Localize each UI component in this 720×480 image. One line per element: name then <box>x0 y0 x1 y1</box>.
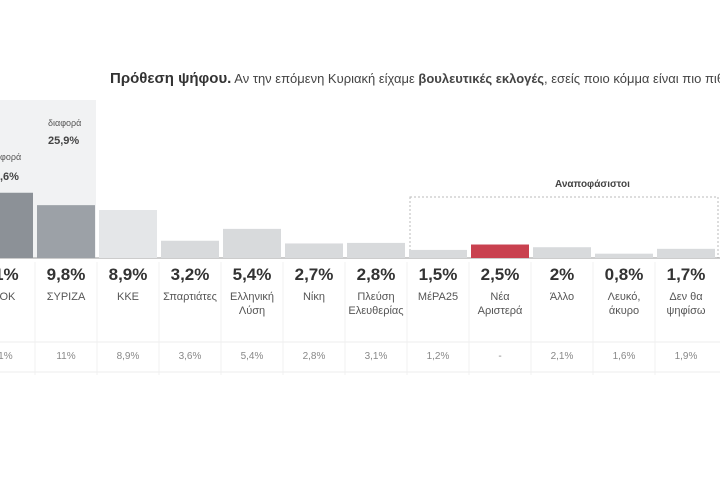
value-label: 2,5% <box>480 265 520 284</box>
value-label: 2,8% <box>356 265 396 284</box>
previous-value: - <box>498 351 502 362</box>
undecided-box <box>409 196 719 259</box>
previous-value: 3,6% <box>178 351 202 362</box>
category-label: ΣΥΡΙΖΑ <box>46 291 86 303</box>
value-label: 2,7% <box>294 265 334 284</box>
previous-value: 1,6% <box>612 351 636 362</box>
previous-value: 5,4% <box>240 351 264 362</box>
value-label: 0,8% <box>604 265 644 284</box>
previous-value: 1,2% <box>426 351 450 362</box>
category-label: Ελληνική Λύση <box>229 291 275 317</box>
bar <box>285 243 343 258</box>
category-label: Λευκό, άκυρο <box>607 291 641 317</box>
bar <box>533 247 591 258</box>
value-label: 3,2% <box>170 265 210 284</box>
bar <box>657 248 715 258</box>
value-label: 8,9% <box>108 265 148 284</box>
previous-value: 11% <box>56 351 76 362</box>
category-label: Νίκη <box>302 291 325 303</box>
value-label: ,1% <box>0 265 19 284</box>
previous-value: ,1% <box>0 351 13 362</box>
bar <box>595 253 653 258</box>
annotation-value: ,6% <box>0 171 19 183</box>
annotation-value: 25,9% <box>48 135 80 147</box>
subtitle-bold: βουλευτικές εκλογές <box>418 71 545 86</box>
value-label: 9,8% <box>46 265 86 284</box>
category-label: Νέα Αριστερά <box>477 291 523 317</box>
category-label: Σπαρτιάτες <box>163 291 217 303</box>
bar <box>99 210 157 258</box>
bar <box>471 244 529 258</box>
bar <box>223 228 281 258</box>
group-label: Αναποφάσιστοι <box>555 179 630 190</box>
previous-value: 8,9% <box>116 351 140 362</box>
bar <box>0 192 33 258</box>
category-label: Άλλο <box>549 291 575 303</box>
previous-value: 3,1% <box>364 351 388 362</box>
title: Πρόθεση ψήφου. <box>110 70 232 87</box>
value-label: 2% <box>549 265 575 284</box>
previous-value: 2,1% <box>550 351 574 362</box>
value-label: 1,7% <box>666 265 706 284</box>
category-label: ΚΚΕ <box>116 291 139 303</box>
header: Πρόθεση ψήφου. Αν την επόμενη Κυριακή εί… <box>110 70 720 87</box>
value-label: 5,4% <box>232 265 272 284</box>
bar <box>161 240 219 258</box>
value-label: 1,5% <box>418 265 458 284</box>
bar <box>37 205 95 258</box>
annotation-label: φορά <box>0 152 22 162</box>
annotation-label: διαφορά <box>48 118 82 128</box>
bar <box>409 249 467 258</box>
previous-value: 1,9% <box>674 351 698 362</box>
category-label: ΣΟΚ <box>0 291 16 303</box>
bar <box>347 242 405 258</box>
category-label: ΜέΡΑ25 <box>417 291 459 303</box>
previous-value: 2,8% <box>302 351 326 362</box>
subtitle: , εσείς ποιο κόμμα είναι πιο πιθανό ν <box>544 71 720 86</box>
category-label: Δεν θα ψηφίσω <box>666 291 706 317</box>
subtitle: Αν την επόμενη Κυριακή είχαμε <box>234 71 415 86</box>
category-label: Πλεύση Ελευθερίας <box>348 291 404 317</box>
